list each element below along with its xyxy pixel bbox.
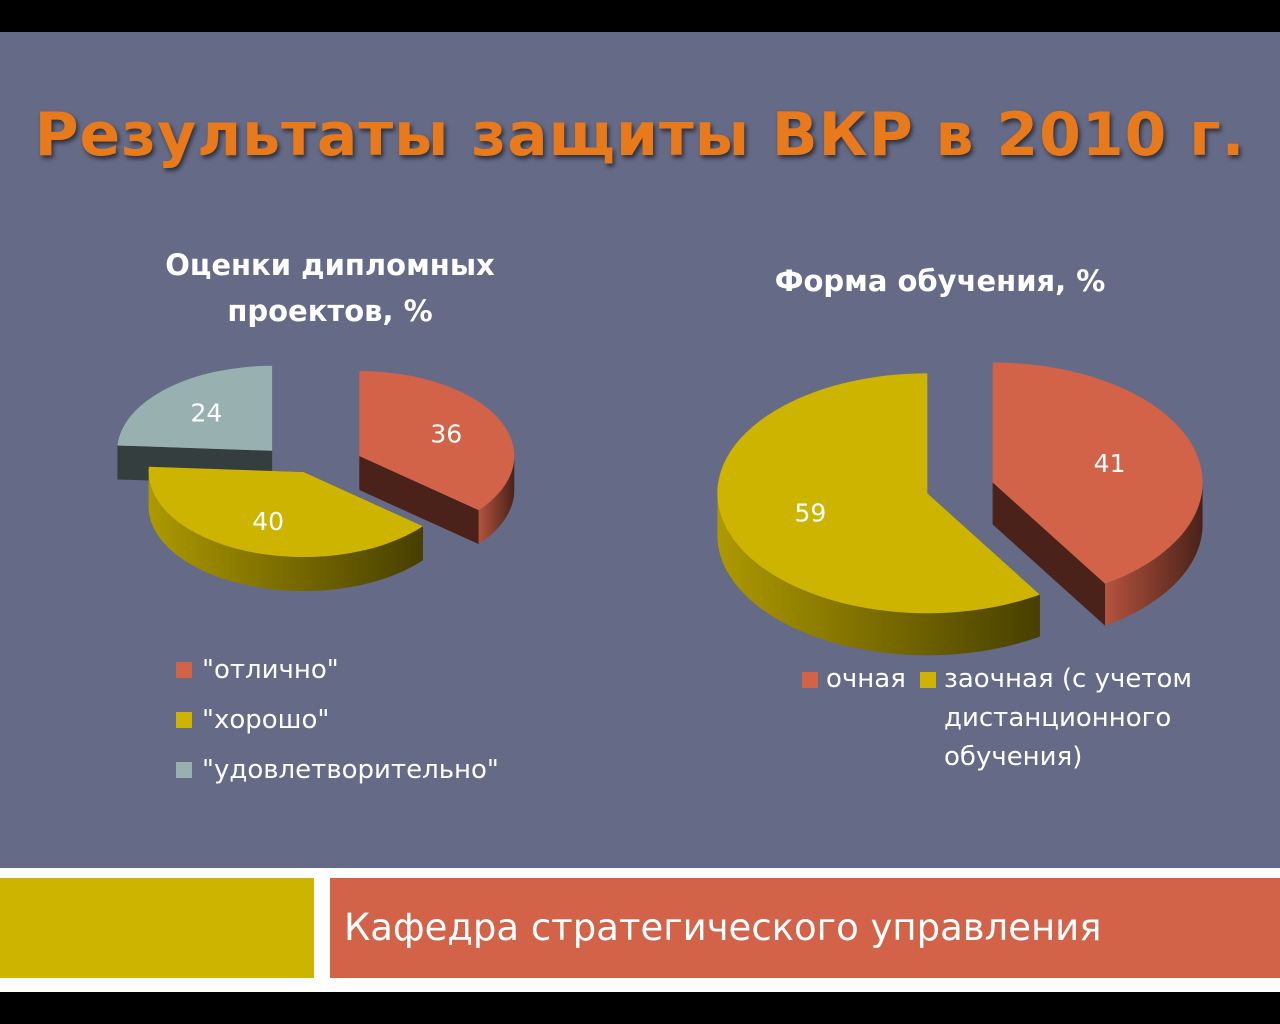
legend-label-satisfactory: "удовлетворительно" [202, 755, 499, 785]
slice-fulltime-side [992, 482, 1203, 626]
legend-label-parttime-line2: дистанционного [944, 703, 1172, 733]
legend-swatch-satisfactory [176, 762, 192, 778]
slice-parttime-value-label: 59 [794, 499, 826, 528]
chart1-legend: "отлично" "хорошо" "удовлетворительно" [176, 650, 499, 800]
legend-swatch-parttime [920, 672, 936, 688]
chart1-title: Оценки дипломных проектов, % [110, 242, 550, 334]
slice-fulltime-slice [992, 362, 1203, 584]
legend-label-good: "хорошо" [202, 705, 330, 735]
legend-item-satisfactory: "удовлетворительно" [176, 750, 499, 800]
chart2-title: Форма обучения, % [774, 264, 1106, 298]
footer-bottom-strip [0, 978, 1280, 992]
legend-item-fulltime: очная [802, 660, 906, 699]
legend-swatch-good [176, 712, 192, 728]
slice-excellent-side [359, 455, 515, 545]
slice-excellent-value-label: 36 [430, 420, 462, 449]
legend-swatch-fulltime [802, 672, 818, 688]
slice-fulltime-value-label: 41 [1094, 449, 1126, 478]
slice-good-slice [148, 466, 423, 558]
legend-item-good: "хорошо" [176, 700, 499, 750]
chart1-pie: 36 40 24 [117, 365, 515, 592]
slide-title: Результаты защиты ВКР в 2010 г. [34, 100, 1246, 170]
footer-gap [314, 878, 330, 978]
slice-excellent-slice [359, 370, 515, 511]
chart2-pie: 41 59 [717, 362, 1203, 656]
footer-department: Кафедра стратегического управления [330, 878, 1280, 978]
slice-parttime-slice [717, 373, 1040, 614]
slide: Результаты защиты ВКР в 2010 г. Оценки д… [0, 32, 1280, 992]
legend-label-fulltime: очная [826, 664, 906, 694]
chart1-title-line1: Оценки дипломных [165, 248, 495, 282]
footer-accent-block [0, 878, 314, 978]
legend-label-parttime-line1: заочная (с учетом [944, 664, 1192, 694]
legend-swatch-excellent [176, 662, 192, 678]
chart1-title-line2: проектов, % [227, 294, 433, 328]
slice-satisfactory-value-label: 24 [190, 398, 222, 427]
legend-label-excellent: "отлично" [202, 655, 339, 685]
slice-satisfactory-slice [117, 365, 273, 451]
legend-label-parttime-line3: обучения) [944, 742, 1083, 772]
slice-good-value-label: 40 [252, 507, 284, 536]
legend-item-parttime: заочная (с учетом дистанционного обучени… [920, 660, 1192, 777]
footer-divider [0, 868, 1280, 878]
legend-item-excellent: "отлично" [176, 650, 499, 700]
